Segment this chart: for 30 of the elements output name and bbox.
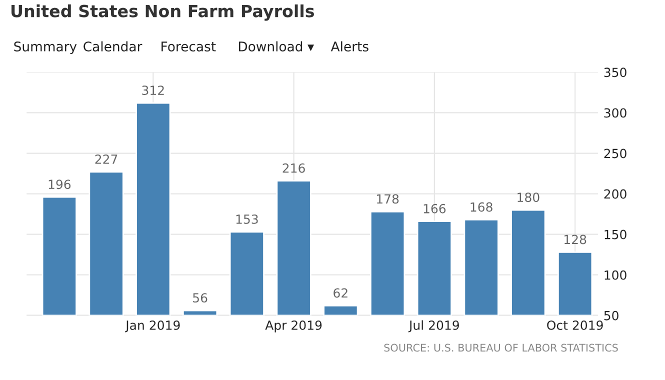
data-label: 178: [376, 194, 399, 204]
y-tick-label: 350: [604, 68, 626, 78]
text: Summary: [14, 42, 77, 54]
text: Download ▾: [238, 41, 314, 52]
x-tick-label: Apr 2019: [265, 320, 322, 332]
source-note: SOURCE: U.S. BUREAU OF LABOR STATISTICS: [384, 344, 618, 352]
chart-title: United States Non Farm Payrolls: [12, 4, 314, 21]
data-label: 56: [193, 293, 208, 303]
text: Alerts: [330, 41, 368, 52]
data-label: 312: [142, 86, 164, 96]
y-tick-label: 100: [604, 270, 626, 280]
y-tick-label: 150: [604, 230, 626, 240]
x-tick-label: Jan 2019: [124, 320, 180, 332]
y-tick-label: 300: [604, 108, 626, 118]
data-label: 196: [48, 180, 71, 190]
data-label: 62: [334, 288, 348, 298]
data-label: 216: [282, 163, 305, 173]
x-tick-label: Jul 2019: [408, 320, 459, 332]
data-label: 166: [424, 204, 446, 214]
data-label: 153: [236, 214, 258, 224]
data-label: 168: [470, 202, 492, 212]
y-tick-label: 50: [604, 310, 618, 320]
text: Forecast: [162, 42, 216, 52]
y-tick-label: 250: [604, 148, 626, 158]
y-tick-label: 200: [604, 189, 626, 199]
x-tick-label: Oct 2019: [547, 320, 603, 330]
data-label: 180: [518, 192, 540, 202]
data-label: 227: [95, 154, 118, 164]
text: Calendar: [84, 41, 142, 52]
data-label: 128: [564, 234, 586, 244]
